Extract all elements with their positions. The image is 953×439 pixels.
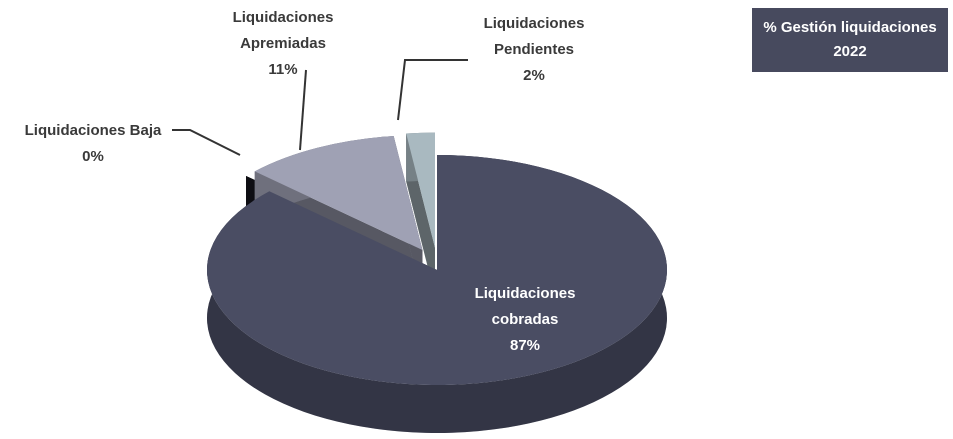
pie-tops (206, 132, 668, 385)
pie-slice (406, 132, 435, 248)
leader-line (172, 129, 241, 156)
chart-title: % Gestión liquidaciones 2022 (752, 8, 948, 72)
value-label: 11% (268, 61, 298, 78)
pie-slice (246, 175, 414, 255)
category-label: Liquidaciones Apremiadas (232, 9, 334, 52)
slice-label: Liquidaciones Baja 0% (0, 118, 186, 170)
value-label: 2% (523, 67, 545, 84)
value-label: 0% (82, 148, 104, 165)
pie-slice (254, 135, 423, 251)
pie-slice (206, 155, 668, 385)
category-label: Liquidaciones cobradas (474, 285, 576, 328)
slice-label: Liquidaciones cobradas 87% (455, 281, 595, 359)
leader-line (299, 69, 307, 151)
category-label: Liquidaciones Pendientes (483, 15, 585, 58)
value-label: 87% (509, 337, 541, 354)
slice-label: Liquidaciones Apremiadas 11% (218, 5, 348, 83)
slice-label: Liquidaciones Pendientes 2% (469, 11, 599, 89)
leader-line (397, 59, 468, 121)
category-label: Liquidaciones Baja (24, 122, 162, 139)
